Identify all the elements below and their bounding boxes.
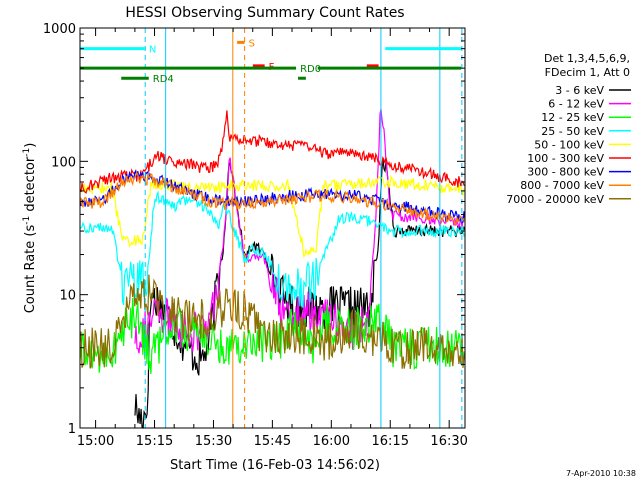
legend-label-1: 3 - 6 keV — [555, 84, 604, 97]
legend-header-line-2: FDecim 1, Att 0 — [545, 66, 630, 79]
series-line-7 — [79, 169, 466, 224]
status-label-n: N — [149, 45, 156, 56]
footer-date: 7-Apr-2010 10:38 — [566, 469, 636, 478]
y-tick-label: 10 — [59, 289, 76, 304]
legend-label-8: 800 - 7000 keV — [520, 179, 604, 192]
series-line-9 — [79, 274, 466, 369]
y-tick-label: 1000 — [43, 22, 76, 37]
x-tick-label: 16:15 — [372, 434, 409, 449]
status-label-rd0: RD0 — [300, 64, 321, 75]
x-tick-label: 16:00 — [313, 434, 350, 449]
legend-label-3: 12 - 25 keV — [541, 111, 604, 124]
y-tick-label: 1 — [68, 422, 76, 437]
series-line-8 — [79, 171, 466, 227]
x-tick-label: 16:30 — [430, 434, 467, 449]
legend-label-4: 25 - 50 keV — [541, 125, 604, 138]
plot-layer: NSFRD0RD415:0015:1515:3015:4516:0016:151… — [43, 22, 468, 449]
series-line-5 — [79, 174, 466, 259]
x-tick-label: 15:00 — [77, 434, 114, 449]
chart-title: HESSI Observing Summary Count Rates — [125, 5, 404, 21]
x-axis-label: Start Time (16-Feb-03 14:56:02) — [170, 458, 380, 473]
y-axis-label-sup1: -1 — [22, 216, 32, 225]
legend-label-9: 7000 - 20000 keV — [506, 193, 604, 206]
y-axis-label-mid: detector — [23, 156, 38, 216]
legend-label-5: 50 - 100 keV — [534, 138, 604, 151]
status-label-rd4: RD4 — [153, 74, 174, 85]
y-tick-label: 100 — [51, 155, 76, 170]
legend-label-6: 100 - 300 keV — [527, 152, 604, 165]
legend-label-7: 300 - 800 keV — [527, 166, 604, 179]
y-axis-label: Count Rate (s-1 detector-1) — [22, 143, 38, 314]
y-axis-label-end: ) — [23, 143, 38, 148]
x-tick-label: 15:30 — [195, 434, 232, 449]
x-tick-label: 15:45 — [254, 434, 291, 449]
y-axis-label-sup2: -1 — [22, 148, 32, 157]
y-axis-label-main: Count Rate (s — [23, 225, 38, 314]
legend-header-line-1: Det 1,3,4,5,6,9, — [544, 52, 630, 65]
series-line-6 — [79, 110, 466, 194]
legend-label-2: 6 - 12 keV — [548, 98, 604, 111]
x-tick-label: 15:15 — [136, 434, 173, 449]
status-label-s: S — [249, 38, 255, 49]
